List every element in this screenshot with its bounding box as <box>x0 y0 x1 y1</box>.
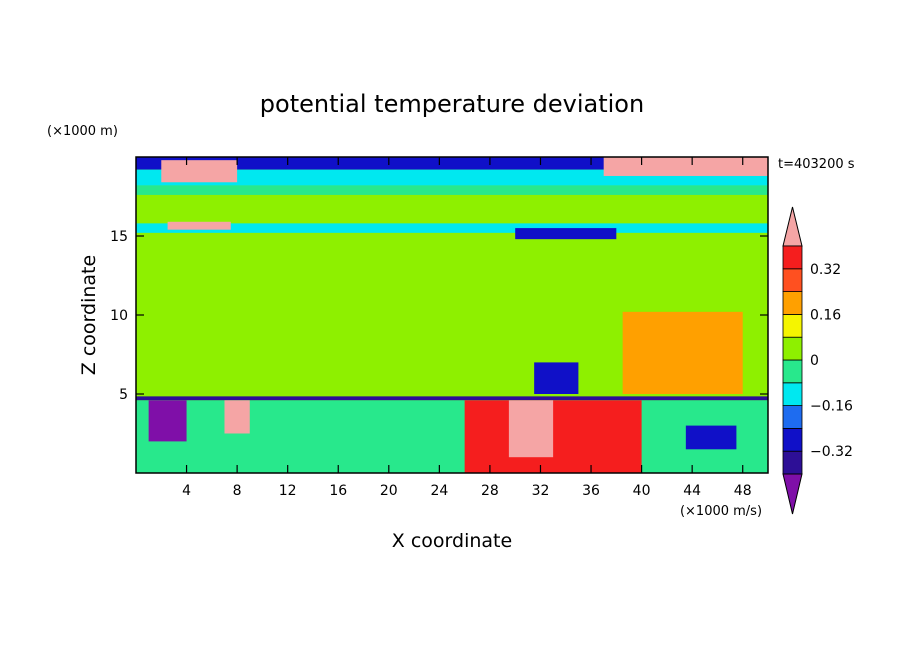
x-tick-label-11: 48 <box>734 483 752 499</box>
y-axis-title: Z coordinate <box>78 255 100 375</box>
plot-area <box>136 157 768 473</box>
colorbar-bin-6 <box>782 313 803 338</box>
colorbar: 0.32 0.16 0 −0.16 −0.32 <box>782 206 853 515</box>
y-axis: 5 10 15 <box>110 229 768 403</box>
colorbar-bin-5 <box>782 336 803 361</box>
colorbar-bin-7 <box>782 291 803 315</box>
colorbar-label-4: −0.32 <box>810 444 853 460</box>
colorbar-bin-4 <box>782 359 803 384</box>
heatmap-region-6 <box>161 160 238 183</box>
heatmap-region-17 <box>685 425 737 450</box>
heatmap-region-12 <box>508 400 554 458</box>
heatmap-region-4 <box>136 223 768 233</box>
heatmap-region-15 <box>148 400 187 442</box>
x-axis-title: X coordinate <box>392 530 512 552</box>
colorbar-bin-9 <box>782 245 803 270</box>
colorbar-label-0: 0.32 <box>810 262 841 278</box>
colorbar-bin-0 <box>782 450 803 475</box>
x-tick-label-10: 44 <box>683 483 701 499</box>
heatmap-region-16 <box>224 400 250 434</box>
y-tick-label-2: 15 <box>110 229 128 245</box>
x-tick-label-4: 20 <box>380 483 398 499</box>
y-tick-label-1: 10 <box>110 308 128 324</box>
colorbar-label-1: 0.16 <box>810 307 841 323</box>
chart-title: potential temperature deviation <box>260 90 644 118</box>
x-tick-label-5: 24 <box>430 483 448 499</box>
colorbar-top-triangle <box>782 206 803 247</box>
x-tick-label-1: 8 <box>233 483 242 499</box>
heatmap-region-14 <box>534 362 579 394</box>
x-tick-label-9: 40 <box>633 483 651 499</box>
y-tick-label-0: 5 <box>119 387 128 403</box>
x-tick-label-6: 28 <box>481 483 499 499</box>
colorbar-bin-2 <box>782 405 803 429</box>
colorbar-bottom-triangle <box>782 473 803 515</box>
colorbar-bin-8 <box>782 268 803 292</box>
colorbar-label-3: −0.16 <box>810 399 853 415</box>
heatmap-region-3 <box>136 185 768 195</box>
colorbar-bin-3 <box>782 382 803 406</box>
x-tick-label-8: 36 <box>582 483 600 499</box>
x-tick-label-2: 12 <box>279 483 297 499</box>
time-label: t=403200 s <box>778 157 855 172</box>
colorbar-bin-1 <box>782 427 803 452</box>
y-unit-label: (×1000 m) <box>47 124 118 139</box>
heatmap-region-5 <box>515 228 617 240</box>
heatmap-region-9 <box>136 396 768 401</box>
colorbar-label-2: 0 <box>810 353 819 369</box>
x-tick-label-3: 16 <box>329 483 347 499</box>
heatmap-region-7 <box>603 157 768 176</box>
heatmap-region-13 <box>622 311 743 394</box>
x-axis: 4 8 12 16 20 24 28 32 36 40 44 48 <box>182 157 752 499</box>
x-unit-label: (×1000 m/s) <box>680 504 762 519</box>
x-tick-label-7: 32 <box>532 483 550 499</box>
x-tick-label-0: 4 <box>182 483 191 499</box>
heatmap-region-8 <box>167 221 231 230</box>
